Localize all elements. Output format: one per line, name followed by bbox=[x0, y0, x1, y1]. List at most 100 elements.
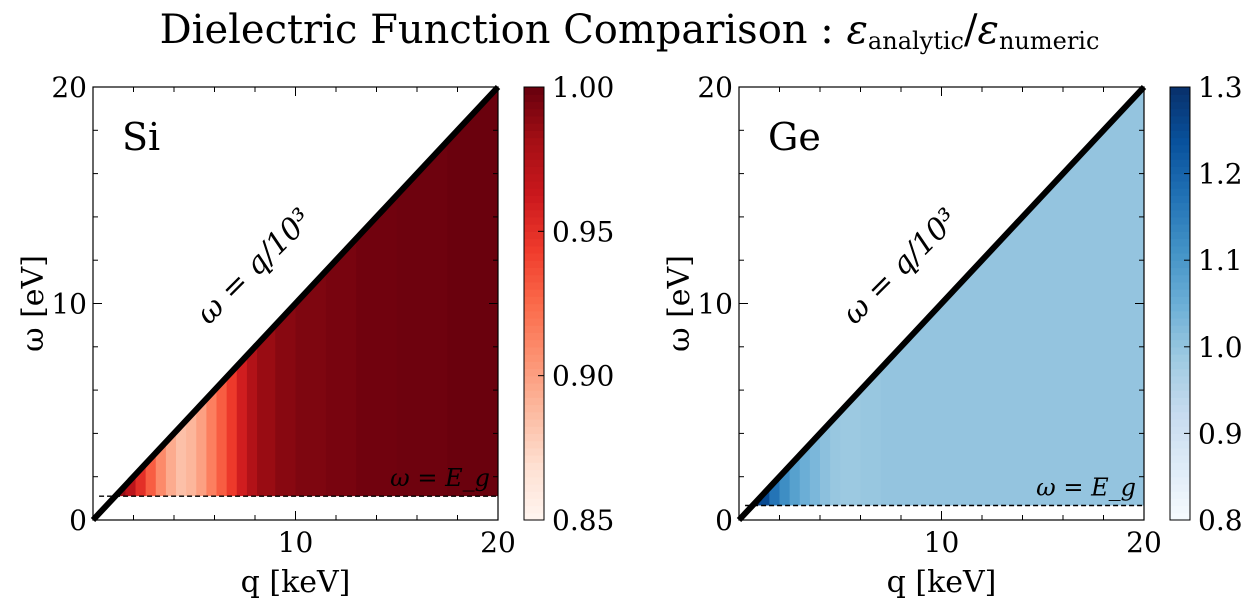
colorbar-segment bbox=[1170, 332, 1190, 341]
title-eps-den: ε bbox=[977, 7, 999, 53]
colorbar-segment bbox=[1170, 238, 1190, 247]
colorbar-segment bbox=[1170, 281, 1190, 290]
colorbar-segment bbox=[524, 274, 544, 283]
colorbar-segment bbox=[1170, 180, 1190, 189]
colorbar-segment bbox=[524, 123, 544, 131]
heatmap-cell bbox=[820, 87, 831, 506]
colorbar-segment bbox=[524, 115, 544, 124]
y-tick-label: 10 bbox=[697, 288, 733, 321]
colorbar-segment bbox=[1170, 310, 1190, 319]
colorbar-segment bbox=[524, 397, 544, 406]
colorbar-segment bbox=[1170, 317, 1190, 326]
colorbar-segment bbox=[524, 94, 544, 103]
colorbar-segment bbox=[524, 216, 544, 225]
colorbar-segment bbox=[1170, 159, 1190, 167]
colorbar-segment bbox=[524, 476, 544, 485]
colorbar-segment bbox=[524, 368, 544, 377]
colorbar-segment bbox=[524, 260, 544, 269]
title-num-sub: analytic bbox=[867, 27, 964, 55]
heatmap-cell bbox=[752, 87, 760, 506]
colorbar: 0.8 0.9 1.0 1.1 1.2 1.3 bbox=[1169, 71, 1243, 537]
panel-label: Si bbox=[122, 115, 160, 159]
heatmap-cell bbox=[447, 87, 499, 497]
colorbar-segment bbox=[524, 209, 544, 218]
colorbar-segment bbox=[1170, 94, 1190, 103]
colorbar-segment bbox=[524, 202, 544, 211]
colorbar-segment bbox=[1170, 505, 1190, 514]
colorbar-segment bbox=[524, 375, 544, 384]
colorbar-tick-label: 0.9 bbox=[1198, 417, 1243, 450]
colorbar-segment bbox=[524, 455, 544, 463]
colorbar-segment bbox=[524, 440, 544, 449]
heatmap-cell bbox=[982, 87, 1024, 506]
colorbar-frame bbox=[523, 86, 545, 521]
heatmap-cell bbox=[921, 87, 953, 506]
panel-label: Ge bbox=[768, 115, 821, 159]
title-den-sub: numeric bbox=[998, 27, 1100, 55]
colorbar: 0.85 0.90 0.95 1.00 bbox=[523, 71, 614, 537]
colorbar-segment bbox=[524, 361, 544, 370]
colorbar-segment bbox=[1170, 216, 1190, 225]
colorbar-segment bbox=[1170, 115, 1190, 124]
colorbar-tick-label: 0.8 bbox=[1198, 504, 1243, 537]
colorbar-segment bbox=[524, 159, 544, 167]
colorbar-segment bbox=[524, 332, 544, 341]
heatmap-cell bbox=[325, 87, 357, 497]
colorbar-segment bbox=[524, 404, 544, 413]
colorbar-segment bbox=[1170, 252, 1190, 261]
title-text: Dielectric Function Comparison : bbox=[159, 7, 847, 53]
colorbar-segment bbox=[524, 462, 544, 471]
heatmap-cell bbox=[356, 87, 398, 497]
colorbar-segment bbox=[524, 245, 544, 254]
colorbar-tick-label: 0.90 bbox=[552, 360, 614, 393]
colorbar-segment bbox=[1170, 397, 1190, 406]
heatmap-cell bbox=[295, 87, 327, 497]
colorbar-segment bbox=[1170, 382, 1190, 391]
colorbar-tick-label: 1.3 bbox=[1198, 71, 1243, 104]
colorbar-segment bbox=[524, 281, 544, 290]
colorbar-segment bbox=[524, 310, 544, 319]
colorbar-segment bbox=[1170, 375, 1190, 384]
title-eps-num: ε bbox=[846, 7, 868, 53]
colorbar-segment bbox=[524, 339, 544, 348]
x-tick-label: 20 bbox=[1126, 526, 1162, 559]
x-tick-label: 10 bbox=[278, 526, 314, 559]
colorbar-segment bbox=[524, 346, 544, 355]
colorbar-segment bbox=[1170, 354, 1190, 362]
colorbar-segment bbox=[1170, 404, 1190, 413]
colorbar-segment bbox=[1170, 274, 1190, 283]
gap-line-label: ω = E_g bbox=[1036, 473, 1136, 501]
y-axis-label: ω [eV] bbox=[16, 255, 51, 352]
colorbar-segment bbox=[524, 491, 544, 499]
colorbar-segment bbox=[1170, 303, 1190, 312]
heatmap-cell bbox=[1103, 87, 1144, 506]
boundary-line bbox=[736, 84, 1147, 523]
x-tick-label: 20 bbox=[480, 526, 516, 559]
colorbar-segment bbox=[524, 180, 544, 189]
colorbar-segment bbox=[1170, 512, 1190, 521]
heatmap-cell bbox=[901, 87, 922, 506]
colorbar-segment bbox=[1170, 245, 1190, 254]
colorbar-frame bbox=[1169, 86, 1191, 521]
heatmap-cell bbox=[176, 87, 187, 497]
colorbar-segment bbox=[1170, 447, 1190, 456]
colorbar-segment bbox=[1170, 469, 1190, 478]
colorbar-segment bbox=[524, 390, 544, 398]
colorbar-segment bbox=[524, 505, 544, 514]
colorbar-segment bbox=[1170, 267, 1190, 276]
colorbar-segment bbox=[524, 469, 544, 478]
colorbar-segment bbox=[1170, 87, 1190, 95]
colorbar-segment bbox=[524, 447, 544, 456]
colorbar-segment bbox=[524, 433, 544, 442]
colorbar-segment bbox=[1170, 166, 1190, 175]
x-axis-label: q [keV] bbox=[887, 565, 997, 599]
colorbar-tick-label: 1.0 bbox=[1198, 331, 1243, 364]
colorbar-segment bbox=[1170, 224, 1190, 232]
colorbar-segment bbox=[1170, 426, 1190, 434]
x-axis-label: q [keV] bbox=[241, 565, 351, 599]
colorbar-tick-label: 1.00 bbox=[552, 71, 614, 104]
colorbar-segment bbox=[524, 512, 544, 521]
colorbar-tick-label: 1.2 bbox=[1198, 158, 1243, 191]
